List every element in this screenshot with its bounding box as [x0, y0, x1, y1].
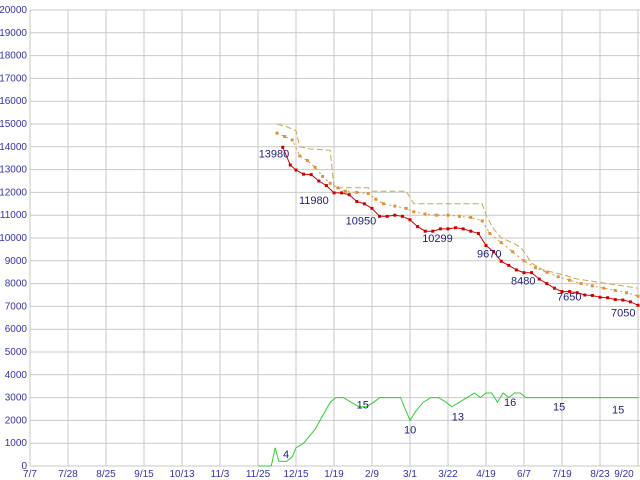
y-tick-label: 5000 — [5, 347, 28, 358]
series-max-price — [276, 123, 639, 289]
x-tick-label: 1/19 — [324, 469, 344, 480]
x-tick-label: 3/1 — [403, 469, 417, 480]
y-tick-label: 7000 — [5, 301, 28, 312]
series-lowest-price — [281, 145, 640, 307]
data-label: 15 — [553, 402, 565, 414]
x-tick-label: 8/23 — [590, 469, 610, 480]
data-label: 10950 — [346, 215, 377, 227]
data-label: 8480 — [511, 276, 535, 288]
data-label: 10 — [404, 424, 416, 436]
y-tick-label: 3000 — [5, 393, 28, 404]
x-tick-label: 2/9 — [365, 469, 379, 480]
x-tick-label: 12/15 — [283, 469, 308, 480]
y-tick-label: 16000 — [0, 96, 27, 107]
y-tick-label: 2000 — [5, 415, 28, 426]
y-axis-labels: 0 1000 2000 3000 4000 5000 6000 7000 8000 9000 100… — [0, 5, 27, 472]
x-tick-label: 7/7 — [23, 469, 37, 480]
x-tick-label: 6/7 — [517, 469, 531, 480]
data-label: 10299 — [422, 233, 453, 245]
series-store-count — [258, 392, 638, 467]
data-labels: 13980 11980 10950 10299 9670 8480 7650 7050 4 15 1… — [259, 148, 636, 461]
x-tick-label: 11/25 — [246, 469, 271, 480]
data-label: 16 — [504, 397, 516, 409]
x-tick-label: 9/15 — [134, 469, 154, 480]
series-average-price — [275, 131, 640, 298]
y-tick-label: 13000 — [0, 165, 27, 176]
data-label: 9670 — [477, 249, 501, 261]
data-label: 11980 — [299, 195, 329, 207]
y-tick-label: 0 — [21, 461, 27, 472]
x-tick-label: 8/25 — [96, 469, 116, 480]
data-label: 15 — [357, 400, 369, 412]
data-label: 15 — [612, 405, 624, 417]
data-label: 7050 — [611, 307, 635, 319]
data-label: 13 — [452, 412, 464, 424]
x-tick-label: 10/13 — [169, 469, 194, 480]
data-label: 13980 — [259, 148, 290, 160]
x-tick-label: 4/19 — [476, 469, 496, 480]
x-tick-label: 9/20 — [614, 469, 634, 480]
y-tick-label: 12000 — [0, 187, 27, 198]
y-tick-label: 15000 — [0, 119, 27, 130]
data-label: 4 — [283, 449, 289, 461]
x-tick-label: 3/22 — [438, 469, 458, 480]
y-tick-label: 19000 — [0, 28, 27, 39]
y-tick-label: 6000 — [5, 324, 28, 335]
data-label: 7650 — [557, 292, 581, 304]
y-tick-label: 1000 — [5, 438, 28, 449]
y-tick-label: 20000 — [0, 5, 27, 16]
y-tick-label: 8000 — [5, 279, 28, 290]
y-tick-label: 10000 — [0, 233, 27, 244]
x-tick-label: 11/3 — [211, 469, 230, 480]
x-axis-labels: 7/7 7/28 8/25 9/15 10/13 11/3 11/25 12/15 1/19 2/… — [23, 469, 634, 480]
y-tick-label: 18000 — [0, 51, 27, 62]
y-tick-label: 9000 — [5, 256, 28, 267]
y-tick-label: 4000 — [5, 370, 28, 381]
y-tick-label: 14000 — [0, 142, 27, 153]
y-tick-label: 11000 — [0, 210, 27, 221]
x-tick-label: 7/19 — [552, 469, 572, 480]
y-tick-label: 17000 — [0, 73, 27, 84]
x-tick-label: 7/28 — [58, 469, 78, 480]
